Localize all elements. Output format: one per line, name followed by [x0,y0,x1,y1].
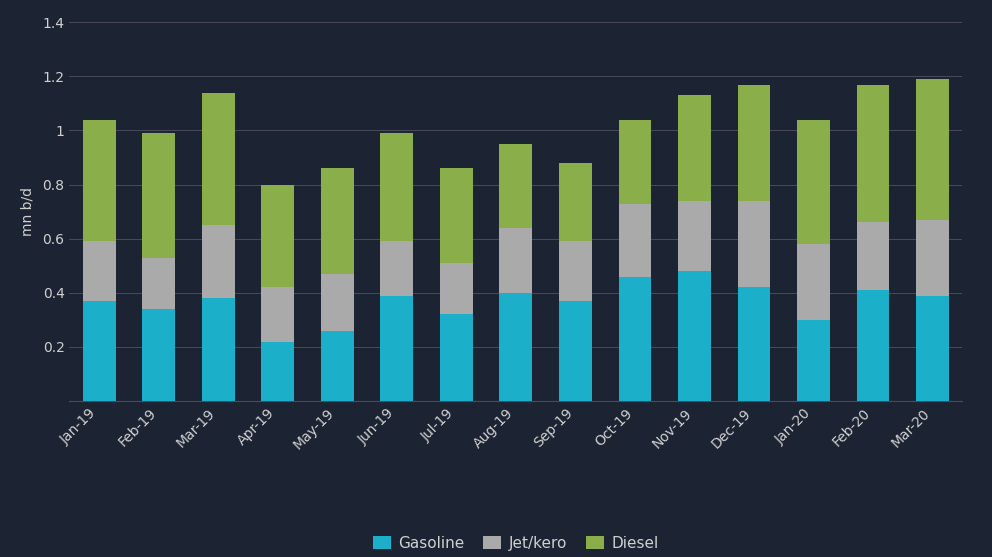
Bar [499,144,532,228]
Bar [262,184,295,287]
Bar [440,263,472,315]
Bar [83,241,115,301]
Bar [559,241,591,301]
Legend: Gasoline, Jet/kero, Diesel: Gasoline, Jet/kero, Diesel [366,530,666,557]
Bar [856,290,889,401]
Bar [619,277,651,401]
Bar [321,168,354,274]
Bar [559,163,591,241]
Bar [679,201,710,271]
Bar [202,225,235,298]
Bar [143,133,175,258]
Bar [321,331,354,401]
Bar [559,301,591,401]
Y-axis label: mn b/d: mn b/d [20,187,35,236]
Bar [321,274,354,331]
Bar [262,341,295,401]
Bar [83,120,115,241]
Bar [856,222,889,290]
Bar [619,203,651,277]
Bar [679,95,710,201]
Bar [917,296,948,401]
Bar [798,244,829,320]
Bar [143,309,175,401]
Bar [499,228,532,293]
Bar [917,79,948,220]
Bar [440,168,472,263]
Bar [738,287,770,401]
Bar [83,301,115,401]
Bar [917,220,948,296]
Bar [798,120,829,244]
Bar [679,271,710,401]
Bar [381,241,413,296]
Bar [856,85,889,222]
Bar [738,85,770,201]
Bar [798,320,829,401]
Bar [381,133,413,241]
Bar [619,120,651,203]
Bar [202,298,235,401]
Bar [262,287,295,341]
Bar [440,315,472,401]
Bar [738,201,770,287]
Bar [202,92,235,225]
Bar [499,293,532,401]
Bar [143,258,175,309]
Bar [381,296,413,401]
